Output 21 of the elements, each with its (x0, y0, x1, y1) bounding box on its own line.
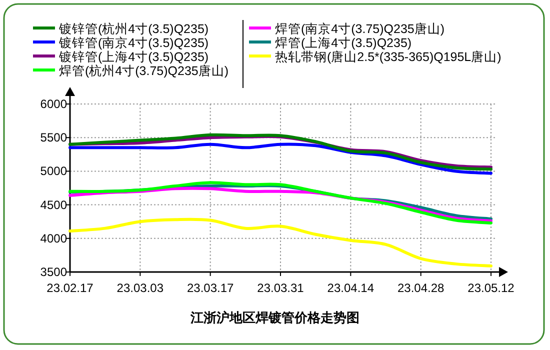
x-tick-label: 23.02.17 (46, 281, 94, 295)
legend-label: 热轧带钢(唐山2.5*(335-365)Q195L唐山) (275, 50, 502, 64)
y-tick-label: 4500 (40, 198, 68, 212)
x-tick-label: 23.04.28 (397, 281, 445, 295)
y-tick-label: 3500 (40, 265, 68, 279)
y-tick-label: 5500 (40, 130, 68, 145)
x-tick-label: 23.03.17 (186, 281, 234, 295)
legend-label: 焊管(南京4寸(3.75)Q235唐山) (275, 22, 445, 36)
legend-label: 焊管(杭州4寸(3.75)Q235唐山) (59, 64, 229, 78)
legend-label: 镀锌管(上海4寸(3.5)Q235) (58, 50, 209, 64)
text: 江浙沪地区焊镀管价格走势图 (190, 310, 360, 325)
x-tick-label: 23.03.31 (257, 281, 304, 295)
y-tick-label: 6000 (40, 97, 68, 111)
x-tick-label: 23.03.03 (116, 281, 164, 295)
x-tick-label: 23.04.14 (327, 281, 374, 295)
y-tick-label: 4000 (40, 231, 68, 246)
legend-label: 镀锌管(杭州4寸(3.5)Q235) (58, 22, 209, 36)
x-tick-label: 23.05.12 (468, 281, 515, 295)
legend-label: 焊管(上海4寸(3.5)Q235) (275, 36, 412, 50)
y-tick-label: 5000 (40, 164, 68, 178)
legend-label: 镀锌管(南京4寸(3.5)Q235) (58, 36, 209, 50)
